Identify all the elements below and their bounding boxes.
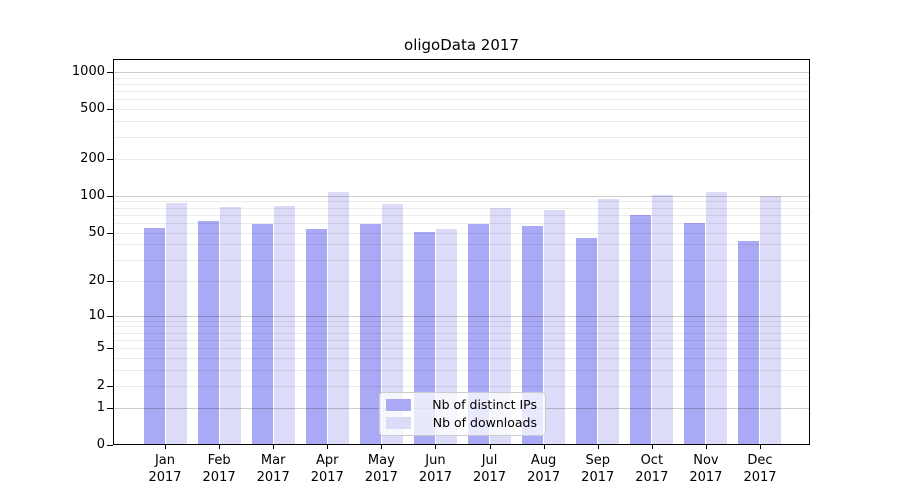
x-axis-tick: [435, 445, 437, 449]
bar-downloads: [706, 191, 728, 445]
y-axis-tick-label: 50: [88, 224, 105, 240]
x-axis-tick-label: Jun 2017: [418, 453, 452, 485]
y-axis-tick: [107, 109, 113, 111]
x-axis-tick: [759, 445, 761, 449]
x-axis-tick: [327, 445, 329, 449]
bar-downloads: [273, 205, 295, 445]
bar-downloads: [327, 191, 349, 445]
bar-distinct-ips: [305, 228, 327, 445]
chart-title: oligoData 2017: [404, 36, 519, 54]
bar-downloads: [165, 202, 187, 445]
y-axis-tick-label: 10: [88, 307, 105, 323]
x-axis-tick-label: May 2017: [364, 453, 398, 485]
y-axis-tick: [107, 385, 113, 387]
bar-distinct-ips: [359, 223, 381, 445]
bar-distinct-ips: [522, 225, 544, 445]
y-axis-tick: [107, 348, 113, 350]
legend-label-downloads: Nb of downloads: [432, 414, 537, 430]
y-axis-tick-label: 500: [80, 101, 105, 117]
y-axis-tick-label: 1000: [71, 63, 105, 79]
y-axis-tick-label: 2: [96, 377, 105, 393]
bar-downloads: [435, 228, 457, 445]
x-axis-tick-label: Feb 2017: [202, 453, 236, 485]
x-axis-tick: [489, 445, 491, 449]
y-axis-tick: [107, 315, 113, 317]
x-axis-tick-label: Jul 2017: [472, 453, 507, 485]
y-axis-tick-label: 1: [96, 399, 105, 415]
bar-distinct-ips: [630, 214, 652, 445]
y-axis-tick: [107, 407, 113, 409]
legend: Nb of distinct IPs Nb of downloads: [379, 392, 546, 436]
x-axis-tick-label: Nov 2017: [689, 453, 723, 485]
x-axis-tick-label: Aug 2017: [527, 453, 561, 485]
bar-distinct-ips: [251, 223, 273, 445]
y-axis-tick-label: 0: [96, 437, 105, 452]
y-axis-tick: [107, 445, 113, 446]
bar-distinct-ips: [738, 240, 760, 445]
x-axis-tick: [543, 445, 545, 449]
legend-item-downloads: Nb of downloads: [386, 414, 537, 430]
y-axis-tick: [107, 195, 113, 197]
x-axis-tick-label: Oct 2017: [635, 453, 669, 485]
x-axis-tick: [705, 445, 707, 449]
y-axis-tick: [107, 158, 113, 160]
x-axis-tick-label: Apr 2017: [310, 453, 344, 485]
x-axis-tick: [165, 445, 166, 449]
y-axis-tick: [107, 232, 113, 234]
legend-item-distinct-ips: Nb of distinct IPs: [386, 398, 537, 412]
legend-swatch-downloads: [386, 416, 411, 429]
bar-distinct-ips: [143, 227, 165, 445]
bar-downloads: [490, 208, 512, 445]
bar-downloads: [381, 203, 403, 445]
x-axis-tick-label: Mar 2017: [256, 453, 290, 485]
bar-distinct-ips: [413, 231, 435, 445]
bar-downloads: [652, 194, 674, 445]
bar-distinct-ips: [684, 223, 706, 445]
x-axis-tick-label: Sep 2017: [581, 453, 615, 485]
bar-distinct-ips: [576, 238, 598, 445]
bar-downloads: [598, 198, 620, 445]
x-axis-tick: [651, 445, 653, 449]
x-axis-tick: [273, 445, 275, 449]
y-axis-tick-label: 100: [80, 187, 105, 203]
y-axis-tick: [107, 71, 113, 73]
bar-downloads: [219, 207, 241, 445]
bar-distinct-ips: [197, 221, 219, 445]
x-axis-tick: [219, 445, 221, 449]
x-axis-tick-label: Jan 2017: [148, 453, 182, 485]
bar-downloads: [544, 209, 566, 445]
bar-downloads: [760, 195, 782, 445]
x-axis-tick: [597, 445, 599, 449]
x-axis-tick: [381, 445, 383, 449]
legend-swatch-distinct-ips: [386, 399, 411, 412]
x-axis-tick-label: Dec 2017: [743, 453, 777, 485]
y-axis-tick-label: 20: [88, 272, 105, 288]
y-axis-tick-label: 5: [96, 340, 105, 356]
legend-label-distinct-ips: Nb of distinct IPs: [432, 397, 537, 413]
y-axis-tick: [107, 280, 113, 282]
y-axis-tick-label: 200: [80, 150, 105, 166]
bar-distinct-ips: [468, 223, 490, 445]
